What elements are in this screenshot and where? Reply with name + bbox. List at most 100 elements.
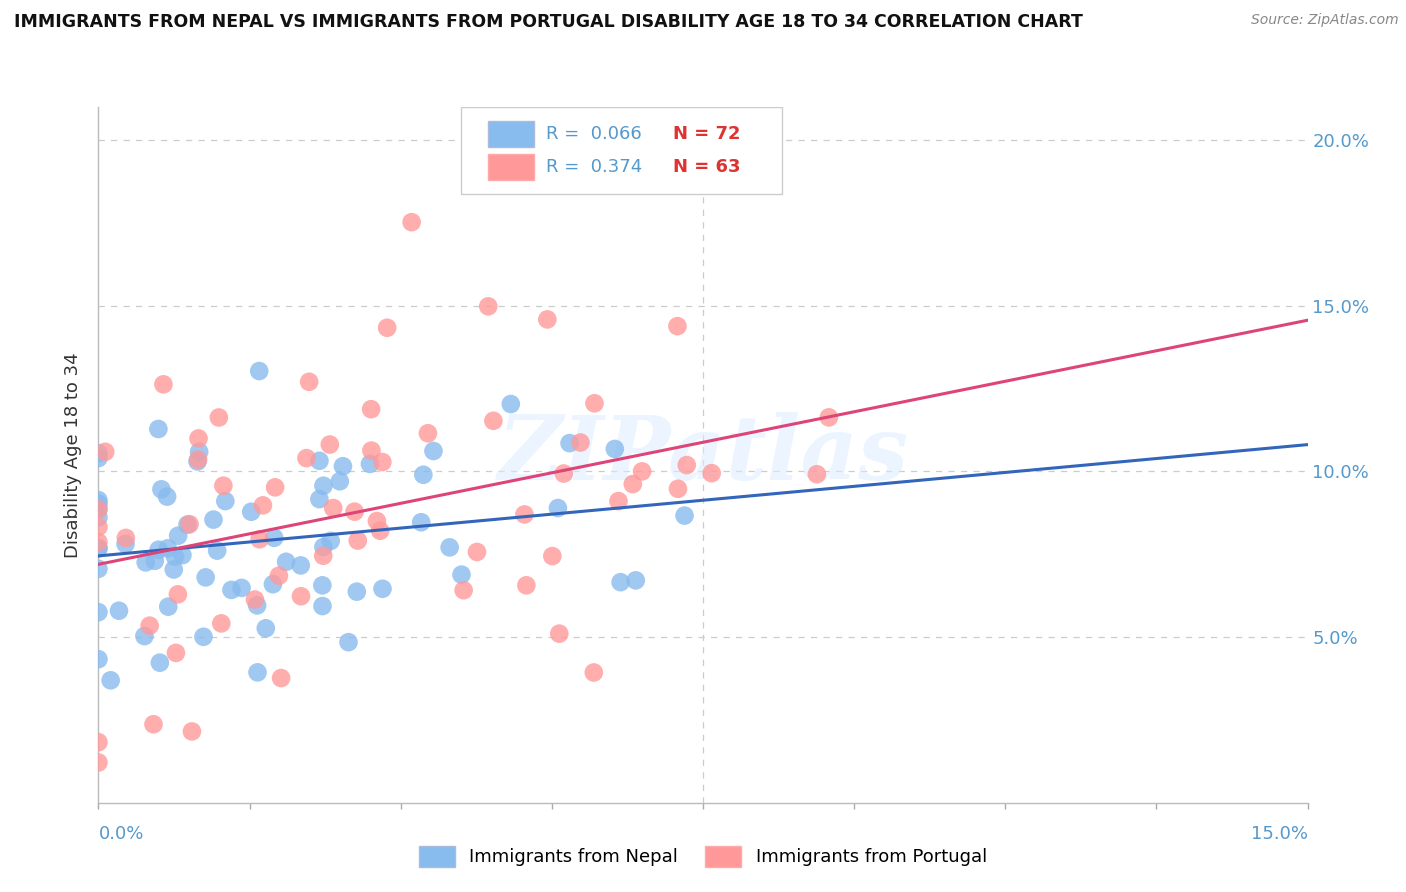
Point xyxy=(87,541,110,556)
Point xyxy=(231,581,253,595)
Point xyxy=(346,584,368,599)
Point xyxy=(167,587,190,601)
Point xyxy=(205,543,228,558)
Point xyxy=(319,437,342,451)
Point xyxy=(156,490,179,504)
Text: Source: ZipAtlas.com: Source: ZipAtlas.com xyxy=(1251,13,1399,28)
Point xyxy=(346,533,368,548)
Point xyxy=(806,467,828,482)
FancyBboxPatch shape xyxy=(461,107,782,194)
Point xyxy=(181,724,204,739)
Point xyxy=(366,514,388,528)
Text: IMMIGRANTS FROM NEPAL VS IMMIGRANTS FROM PORTUGAL DISABILITY AGE 18 TO 34 CORREL: IMMIGRANTS FROM NEPAL VS IMMIGRANTS FROM… xyxy=(14,13,1083,31)
Point xyxy=(149,656,172,670)
Point xyxy=(163,549,186,564)
Point xyxy=(87,535,110,549)
Text: R =  0.066: R = 0.066 xyxy=(546,125,641,144)
Point xyxy=(138,618,160,632)
Point xyxy=(114,537,136,551)
Point xyxy=(87,756,110,770)
Point xyxy=(243,592,266,607)
Point xyxy=(115,531,138,545)
Point xyxy=(188,444,211,458)
Point xyxy=(246,665,269,680)
Point xyxy=(252,499,274,513)
Point xyxy=(87,652,110,666)
Point xyxy=(108,604,131,618)
Point xyxy=(631,464,654,478)
Point xyxy=(165,646,187,660)
Point xyxy=(94,445,117,459)
Point xyxy=(624,574,647,588)
Point xyxy=(700,466,723,480)
Text: R =  0.374: R = 0.374 xyxy=(546,158,643,176)
Point xyxy=(254,621,277,635)
Point xyxy=(276,555,298,569)
Point xyxy=(411,515,433,529)
Point xyxy=(214,494,236,508)
Point xyxy=(87,497,110,511)
Point xyxy=(359,457,381,471)
Point xyxy=(499,397,522,411)
Point xyxy=(312,540,335,554)
Point xyxy=(536,312,558,326)
Point xyxy=(541,549,564,563)
Point xyxy=(322,501,344,516)
Point xyxy=(87,446,110,460)
Point xyxy=(368,524,391,538)
Point xyxy=(308,492,330,507)
Point xyxy=(513,508,536,522)
Point xyxy=(558,436,581,450)
Point xyxy=(263,531,285,545)
Point xyxy=(156,541,179,556)
Point xyxy=(360,443,382,458)
Point xyxy=(267,568,290,582)
Point xyxy=(87,451,110,466)
Point xyxy=(87,562,110,576)
Point xyxy=(208,410,231,425)
Point xyxy=(666,319,689,334)
Point xyxy=(87,735,110,749)
Point xyxy=(582,665,605,680)
Point xyxy=(264,480,287,494)
Point xyxy=(240,505,263,519)
Point xyxy=(422,444,444,458)
Point xyxy=(87,520,110,534)
Point xyxy=(583,396,606,410)
Point xyxy=(247,364,270,378)
FancyBboxPatch shape xyxy=(488,121,534,147)
Point xyxy=(515,578,537,592)
Point xyxy=(343,505,366,519)
Point xyxy=(202,513,225,527)
Point xyxy=(87,605,110,619)
Point xyxy=(290,558,312,573)
Point xyxy=(312,549,335,563)
Point xyxy=(360,402,382,417)
Point xyxy=(135,555,157,569)
Point xyxy=(412,467,434,482)
Point xyxy=(143,554,166,568)
Point xyxy=(262,577,284,591)
Point xyxy=(465,545,488,559)
Point xyxy=(179,517,201,532)
Point xyxy=(482,414,505,428)
Point xyxy=(439,541,461,555)
Text: N = 72: N = 72 xyxy=(673,125,741,144)
Point xyxy=(246,599,269,613)
Point xyxy=(547,501,569,516)
Point xyxy=(308,454,330,468)
Point xyxy=(329,475,352,489)
Legend: Immigrants from Nepal, Immigrants from Portugal: Immigrants from Nepal, Immigrants from P… xyxy=(412,838,994,874)
Text: 0.0%: 0.0% xyxy=(98,825,143,843)
Point xyxy=(194,570,217,584)
Point xyxy=(270,671,292,685)
Point xyxy=(163,562,186,576)
Y-axis label: Disability Age 18 to 34: Disability Age 18 to 34 xyxy=(65,352,83,558)
Point xyxy=(312,479,335,493)
Point xyxy=(87,501,110,516)
Point xyxy=(186,454,208,468)
Point xyxy=(311,578,333,592)
Point xyxy=(249,533,271,547)
Point xyxy=(621,477,644,491)
Point xyxy=(187,452,209,467)
